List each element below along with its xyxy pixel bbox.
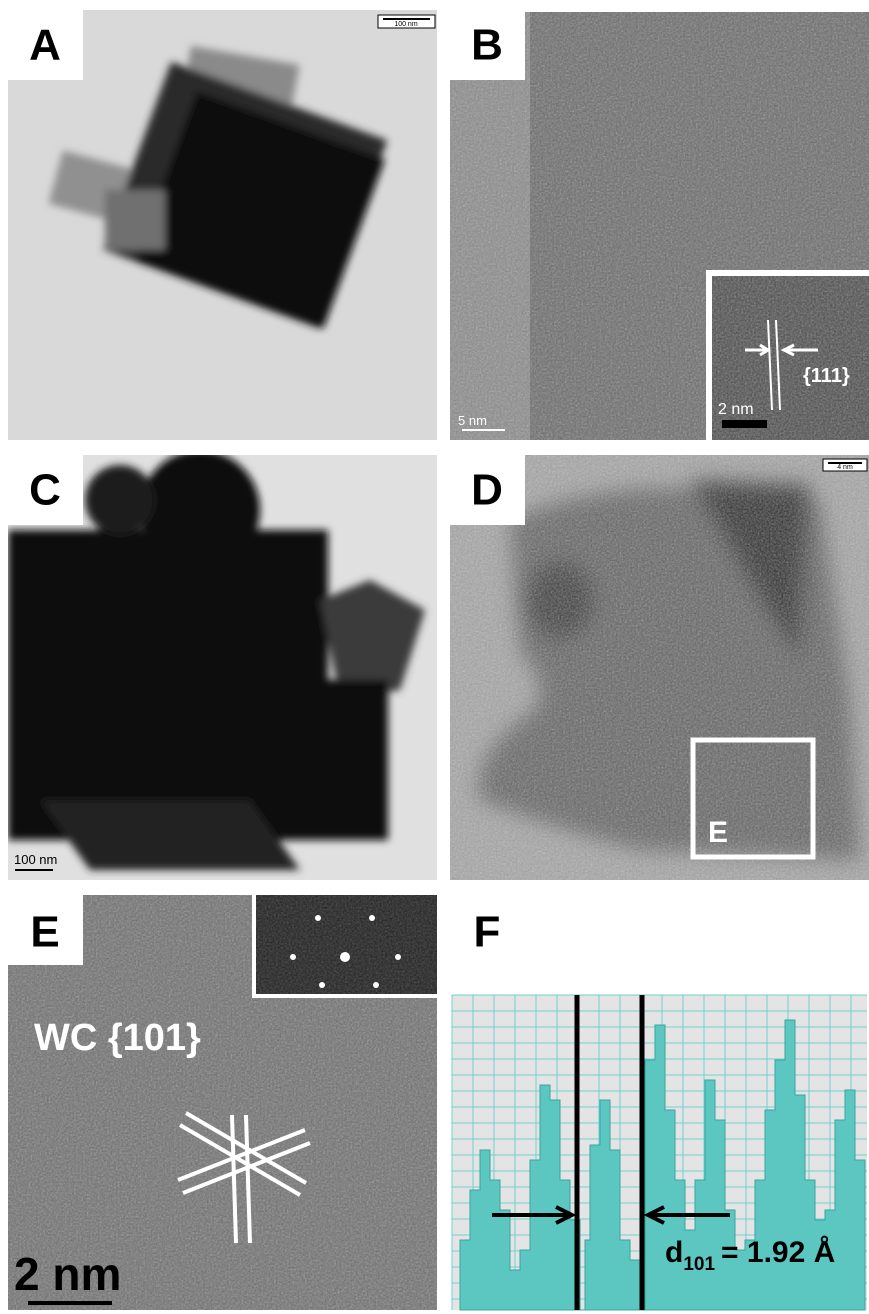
box-label: E — [708, 816, 728, 849]
panel-label: D — [471, 466, 503, 515]
annotation: WC {101} — [34, 1017, 201, 1059]
panel-label: A — [29, 21, 61, 70]
panel-label: B — [471, 21, 503, 70]
panel-label: E — [30, 908, 59, 957]
panel-label: C — [29, 466, 61, 515]
panel-label: F — [474, 908, 501, 957]
value: = 1.92 Å — [721, 1236, 835, 1269]
scale-bar-label: 100 nm — [394, 21, 418, 28]
scale-bar — [722, 420, 767, 428]
panel-f: F d101 = 1.92 Å — [452, 908, 867, 1310]
scale-bar-label: 4 nm — [837, 464, 853, 471]
scale-bar-label: 2 nm — [718, 401, 754, 418]
subscript: 101 — [683, 1254, 715, 1275]
scale-bar-label: 5 nm — [458, 413, 487, 428]
scale-bar-label: 2 nm — [14, 1248, 121, 1300]
symbol: d — [665, 1236, 683, 1269]
inset-label: {111} — [803, 365, 850, 387]
figure: 100 nm A 5 nm {111} 2 nm B 100 n — [0, 0, 869, 1314]
scale-bar-label: 100 nm — [14, 852, 57, 867]
